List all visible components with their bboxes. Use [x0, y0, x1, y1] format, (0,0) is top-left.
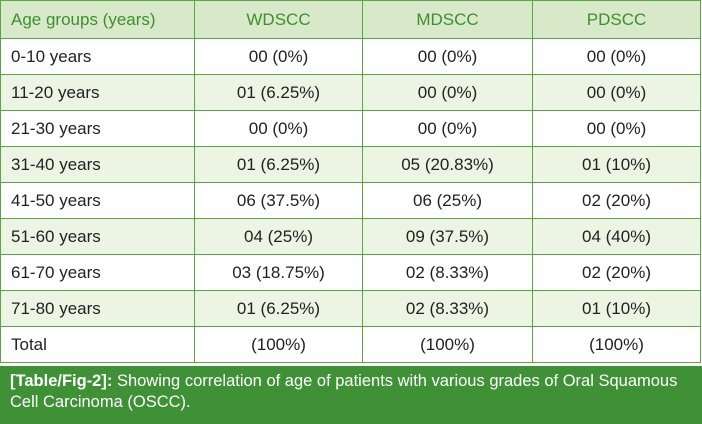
table-row: 31-40 years 01 (6.25%) 05 (20.83%) 01 (1…: [0, 146, 701, 183]
caption-reference: [Table/Fig-2]:: [10, 372, 113, 390]
pdscc-cell: 02 (20%): [532, 182, 701, 219]
age-group-cell: 71-80 years: [0, 290, 195, 327]
age-group-cell: 61-70 years: [0, 254, 195, 291]
table-row: 61-70 years 03 (18.75%) 02 (8.33%) 02 (2…: [0, 254, 701, 291]
caption-text: Showing correlation of age of patients w…: [10, 372, 678, 411]
wdscc-cell: 00 (0%): [194, 38, 363, 75]
mdscc-total-cell: (100%): [362, 326, 533, 363]
wdscc-cell: 04 (25%): [194, 218, 363, 255]
table-header-row: Age groups (years) WDSCC MDSCC PDSCC: [0, 0, 701, 39]
pdscc-cell: 00 (0%): [532, 38, 701, 75]
age-grade-table: Age groups (years) WDSCC MDSCC PDSCC 0-1…: [0, 0, 701, 363]
pdscc-cell: 00 (0%): [532, 110, 701, 147]
table-row: 71-80 years 01 (6.25%) 02 (8.33%) 01 (10…: [0, 290, 701, 327]
age-group-cell: 41-50 years: [0, 182, 195, 219]
wdscc-cell: 03 (18.75%): [194, 254, 363, 291]
mdscc-cell: 06 (25%): [362, 182, 533, 219]
pdscc-cell: 04 (40%): [532, 218, 701, 255]
mdscc-cell: 02 (8.33%): [362, 254, 533, 291]
wdscc-total-cell: (100%): [194, 326, 363, 363]
table-row: 11-20 years 01 (6.25%) 00 (0%) 00 (0%): [0, 74, 701, 111]
wdscc-cell: 00 (0%): [194, 110, 363, 147]
total-label-cell: Total: [0, 326, 195, 363]
table-row: 51-60 years 04 (25%) 09 (37.5%) 04 (40%): [0, 218, 701, 255]
age-group-cell: 11-20 years: [0, 74, 195, 111]
table-row: 0-10 years 00 (0%) 00 (0%) 00 (0%): [0, 38, 701, 75]
pdscc-total-cell: (100%): [532, 326, 701, 363]
mdscc-cell: 00 (0%): [362, 110, 533, 147]
pdscc-cell: 00 (0%): [532, 74, 701, 111]
mdscc-cell: 02 (8.33%): [362, 290, 533, 327]
pdscc-cell: 01 (10%): [532, 290, 701, 327]
mdscc-cell: 00 (0%): [362, 74, 533, 111]
wdscc-cell: 01 (6.25%): [194, 146, 363, 183]
wdscc-cell: 01 (6.25%): [194, 290, 363, 327]
mdscc-cell: 05 (20.83%): [362, 146, 533, 183]
age-group-cell: 21-30 years: [0, 110, 195, 147]
table-row: 21-30 years 00 (0%) 00 (0%) 00 (0%): [0, 110, 701, 147]
age-group-cell: 0-10 years: [0, 38, 195, 75]
header-age-groups: Age groups (years): [0, 0, 195, 39]
wdscc-cell: 01 (6.25%): [194, 74, 363, 111]
age-group-cell: 51-60 years: [0, 218, 195, 255]
pdscc-cell: 02 (20%): [532, 254, 701, 291]
header-wdscc: WDSCC: [194, 0, 363, 39]
header-mdscc: MDSCC: [362, 0, 533, 39]
table-row: 41-50 years 06 (37.5%) 06 (25%) 02 (20%): [0, 182, 701, 219]
figure-caption: [Table/Fig-2]: Showing correlation of ag…: [0, 366, 702, 424]
wdscc-cell: 06 (37.5%): [194, 182, 363, 219]
mdscc-cell: 00 (0%): [362, 38, 533, 75]
mdscc-cell: 09 (37.5%): [362, 218, 533, 255]
pdscc-cell: 01 (10%): [532, 146, 701, 183]
age-group-cell: 31-40 years: [0, 146, 195, 183]
table-total-row: Total (100%) (100%) (100%): [0, 326, 701, 363]
header-pdscc: PDSCC: [532, 0, 701, 39]
